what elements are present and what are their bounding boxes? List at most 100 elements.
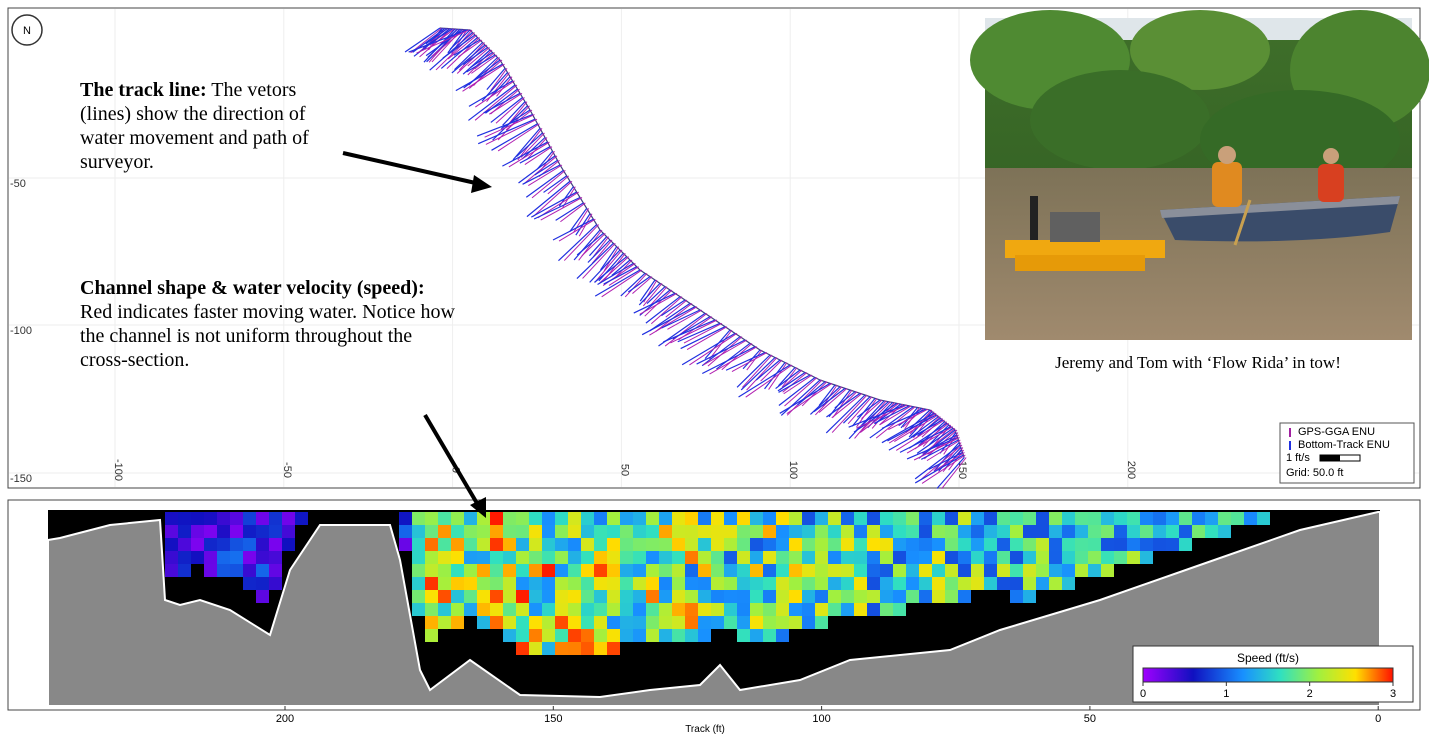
speed-cell bbox=[503, 590, 516, 603]
speed-cell bbox=[1140, 551, 1153, 564]
speed-cell bbox=[165, 551, 178, 564]
speed-cell bbox=[230, 512, 243, 525]
speed-cell bbox=[581, 538, 594, 551]
speed-cell bbox=[880, 590, 893, 603]
speed-cell bbox=[230, 564, 243, 577]
speed-cell bbox=[165, 564, 178, 577]
speed-cell bbox=[412, 525, 425, 538]
speed-cell bbox=[633, 577, 646, 590]
speed-cell bbox=[542, 512, 555, 525]
speed-cell bbox=[1036, 564, 1049, 577]
speed-cell bbox=[711, 616, 724, 629]
speed-cell bbox=[165, 512, 178, 525]
speed-cell bbox=[477, 564, 490, 577]
speed-cell bbox=[893, 564, 906, 577]
speed-cell bbox=[828, 551, 841, 564]
speed-cell bbox=[997, 551, 1010, 564]
speed-cell bbox=[789, 603, 802, 616]
speed-cell bbox=[269, 538, 282, 551]
speed-cell bbox=[880, 603, 893, 616]
speed-cell bbox=[529, 616, 542, 629]
speed-cell bbox=[919, 538, 932, 551]
speed-cell bbox=[620, 564, 633, 577]
photo-caption: Jeremy and Tom with ‘Flow Rida’ in tow! bbox=[1055, 353, 1341, 372]
track-note: The track line: The vetors (lines) show … bbox=[80, 78, 312, 174]
speed-cell bbox=[711, 525, 724, 538]
speed-cell bbox=[1244, 512, 1257, 525]
speed-cell bbox=[438, 512, 451, 525]
speed-cell bbox=[204, 564, 217, 577]
speed-cell bbox=[607, 564, 620, 577]
speed-cell bbox=[711, 512, 724, 525]
speed-cell bbox=[750, 564, 763, 577]
speed-cell bbox=[607, 525, 620, 538]
speed-cell bbox=[620, 603, 633, 616]
speed-cell bbox=[594, 642, 607, 655]
speed-cell bbox=[919, 525, 932, 538]
speed-cell bbox=[230, 551, 243, 564]
speed-cell bbox=[230, 538, 243, 551]
speed-cell bbox=[815, 512, 828, 525]
speed-cell bbox=[542, 629, 555, 642]
speed-cell bbox=[490, 564, 503, 577]
speed-cell bbox=[269, 577, 282, 590]
speed-cell bbox=[464, 603, 477, 616]
speed-cell bbox=[698, 525, 711, 538]
speed-cell bbox=[633, 538, 646, 551]
speed-cell bbox=[594, 577, 607, 590]
speed-cell bbox=[516, 590, 529, 603]
speed-cell bbox=[1166, 525, 1179, 538]
speed-cell bbox=[529, 564, 542, 577]
note-heading: The track line: bbox=[80, 79, 207, 101]
speed-cell bbox=[828, 525, 841, 538]
speed-cell bbox=[451, 551, 464, 564]
speed-cell bbox=[516, 616, 529, 629]
speed-cell bbox=[1010, 551, 1023, 564]
speed-cell bbox=[802, 525, 815, 538]
speed-cell bbox=[802, 551, 815, 564]
speed-cell bbox=[217, 538, 230, 551]
speed-cell bbox=[1179, 538, 1192, 551]
speed-cell bbox=[711, 590, 724, 603]
speed-cell bbox=[581, 512, 594, 525]
speed-cell bbox=[776, 564, 789, 577]
speed-cell bbox=[243, 512, 256, 525]
speed-cell bbox=[698, 629, 711, 642]
speed-cell bbox=[971, 538, 984, 551]
speed-cell bbox=[1179, 525, 1192, 538]
speed-cell bbox=[997, 512, 1010, 525]
colorbar-tick-label: 3 bbox=[1390, 688, 1396, 700]
speed-cell bbox=[841, 512, 854, 525]
speed-cell bbox=[503, 629, 516, 642]
speed-cell bbox=[776, 525, 789, 538]
speed-cell bbox=[1010, 577, 1023, 590]
speed-cell bbox=[633, 629, 646, 642]
x-tick-label: 200 bbox=[1125, 461, 1137, 479]
speed-cell bbox=[594, 525, 607, 538]
speed-cell bbox=[1062, 551, 1075, 564]
speed-cell bbox=[594, 538, 607, 551]
speed-cell bbox=[633, 512, 646, 525]
speed-cell bbox=[672, 538, 685, 551]
speed-cell bbox=[204, 538, 217, 551]
speed-cell bbox=[685, 551, 698, 564]
speed-cell bbox=[178, 538, 191, 551]
speed-cell bbox=[438, 616, 451, 629]
speed-cell bbox=[659, 603, 672, 616]
speed-cell bbox=[893, 551, 906, 564]
photo bbox=[970, 10, 1429, 340]
speed-cell bbox=[490, 577, 503, 590]
speed-cell bbox=[542, 616, 555, 629]
speed-cell bbox=[698, 577, 711, 590]
speed-cell bbox=[503, 577, 516, 590]
speed-cell bbox=[750, 525, 763, 538]
speed-cell bbox=[282, 512, 295, 525]
speed-cell bbox=[542, 577, 555, 590]
speed-cell bbox=[1192, 525, 1205, 538]
speed-cell bbox=[555, 512, 568, 525]
speed-cell bbox=[581, 616, 594, 629]
speed-cell bbox=[1127, 538, 1140, 551]
speed-cell bbox=[750, 603, 763, 616]
speed-cell bbox=[477, 577, 490, 590]
legend-grid: Grid: 50.0 ft bbox=[1286, 467, 1343, 479]
